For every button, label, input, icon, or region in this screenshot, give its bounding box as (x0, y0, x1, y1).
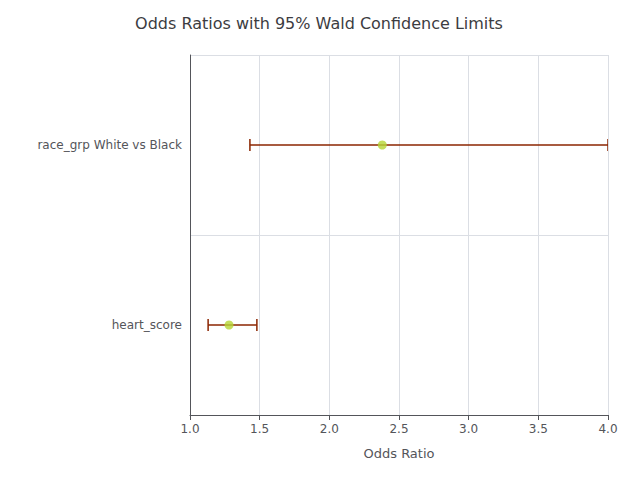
svg-text:4.0: 4.0 (598, 422, 617, 436)
svg-text:1.0: 1.0 (180, 422, 199, 436)
svg-text:3.0: 3.0 (459, 422, 478, 436)
svg-text:2.5: 2.5 (389, 422, 408, 436)
svg-text:2.0: 2.0 (320, 422, 339, 436)
svg-text:Odds Ratios with 95% Wald Conf: Odds Ratios with 95% Wald Confidence Lim… (135, 14, 503, 33)
svg-text:3.5: 3.5 (529, 422, 548, 436)
svg-text:1.5: 1.5 (250, 422, 269, 436)
svg-text:race_grp White vs Black: race_grp White vs Black (37, 138, 182, 152)
svg-text:Odds Ratio: Odds Ratio (363, 446, 434, 461)
svg-text:heart_score: heart_score (112, 318, 182, 332)
